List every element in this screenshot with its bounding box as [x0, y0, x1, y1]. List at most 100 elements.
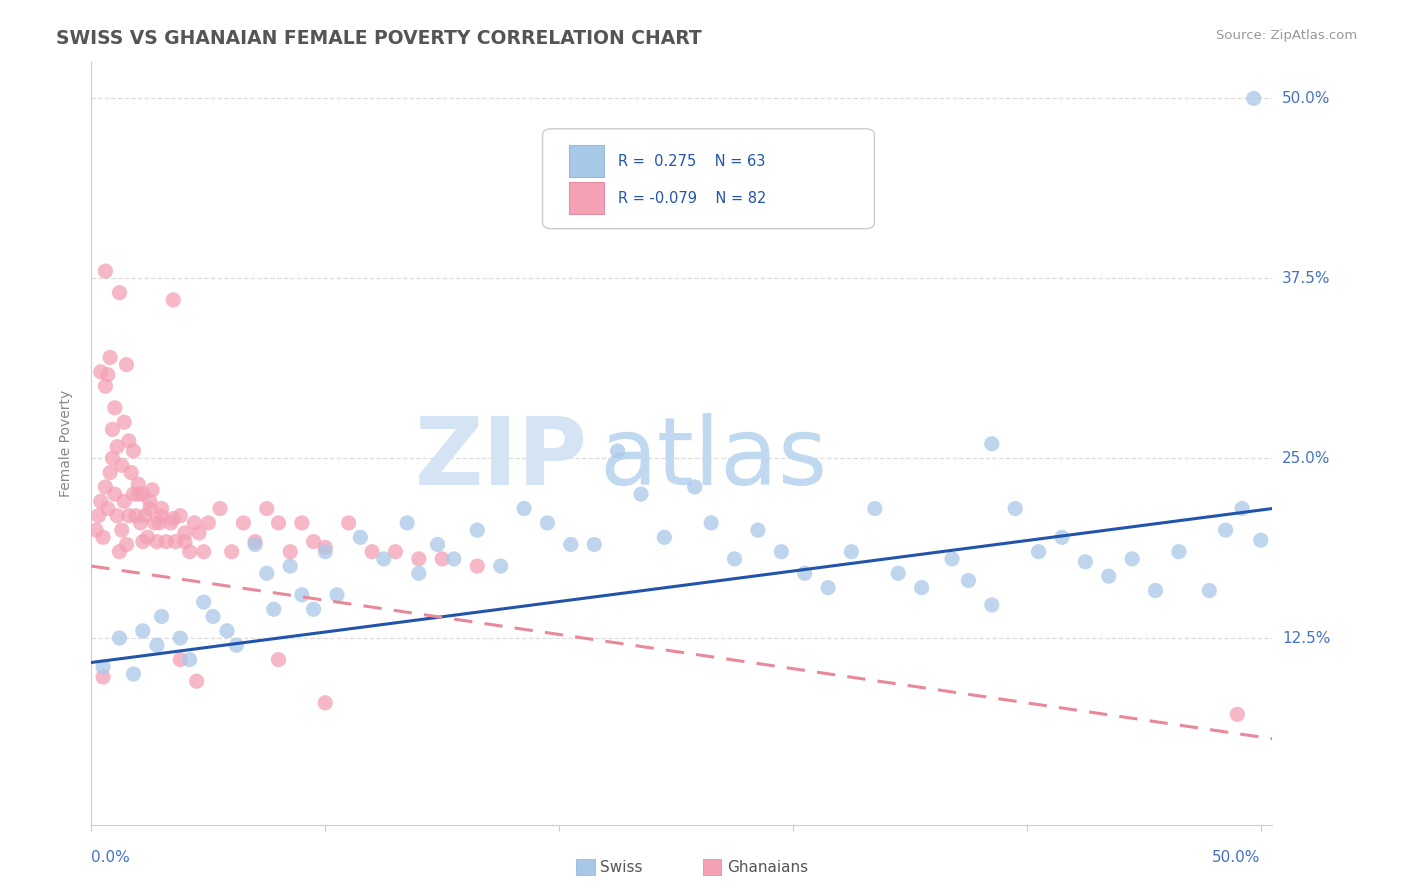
Point: [136, 530, 159, 544]
Point: [104, 401, 127, 415]
FancyBboxPatch shape: [568, 182, 605, 214]
Point: [122, 487, 145, 501]
Point: [150, 501, 173, 516]
Point: [1243, 91, 1265, 105]
Point: [723, 552, 745, 566]
Point: [263, 602, 285, 616]
Point: [169, 652, 191, 666]
Point: [197, 516, 219, 530]
Point: [174, 526, 197, 541]
Point: [111, 458, 134, 473]
Text: 12.5%: 12.5%: [1282, 631, 1330, 646]
Point: [770, 544, 793, 558]
Point: [143, 516, 166, 530]
Point: [1121, 552, 1143, 566]
Point: [150, 609, 173, 624]
Point: [606, 444, 628, 458]
Point: [91, 660, 114, 674]
Point: [98, 466, 121, 480]
Point: [267, 516, 290, 530]
Point: [426, 537, 449, 551]
Point: [841, 544, 863, 558]
Point: [179, 544, 201, 558]
Point: [536, 516, 558, 530]
Point: [232, 516, 254, 530]
Point: [155, 534, 177, 549]
Point: [1144, 583, 1167, 598]
Point: [87, 508, 110, 523]
Point: [150, 508, 173, 523]
FancyBboxPatch shape: [543, 128, 875, 228]
Point: [84, 523, 107, 537]
Point: [97, 368, 120, 382]
Point: [165, 534, 187, 549]
Point: [1167, 544, 1189, 558]
Point: [291, 588, 314, 602]
Text: 25.0%: 25.0%: [1282, 450, 1330, 466]
Point: [314, 544, 336, 558]
Point: [186, 674, 208, 689]
Point: [256, 501, 278, 516]
Point: [243, 534, 266, 549]
Point: [941, 552, 963, 566]
Point: [90, 365, 112, 379]
Point: [193, 595, 215, 609]
Point: [278, 559, 301, 574]
Text: Swiss: Swiss: [600, 860, 643, 874]
Point: [513, 501, 536, 516]
Text: atlas: atlas: [599, 413, 828, 505]
Point: [384, 544, 406, 558]
Point: [101, 451, 124, 466]
Point: [1028, 544, 1050, 558]
Point: [267, 652, 290, 666]
Text: 50.0%: 50.0%: [1282, 91, 1330, 106]
Point: [91, 530, 114, 544]
Point: [108, 285, 131, 300]
Point: [817, 581, 839, 595]
Point: [118, 434, 141, 448]
Point: [337, 516, 360, 530]
Text: R =  0.275    N = 63: R = 0.275 N = 63: [619, 153, 765, 169]
Point: [112, 494, 135, 508]
Y-axis label: Female Poverty: Female Poverty: [59, 390, 73, 498]
Point: [94, 480, 117, 494]
Point: [243, 537, 266, 551]
Point: [1198, 583, 1220, 598]
Point: [1074, 555, 1097, 569]
Point: [225, 638, 247, 652]
Point: [169, 508, 191, 523]
Point: [174, 534, 197, 549]
Point: [314, 541, 336, 555]
Point: [169, 631, 191, 645]
Text: SWISS VS GHANAIAN FEMALE POVERTY CORRELATION CHART: SWISS VS GHANAIAN FEMALE POVERTY CORRELA…: [56, 29, 702, 47]
Point: [201, 609, 224, 624]
Point: [188, 526, 211, 541]
Point: [146, 534, 169, 549]
Point: [127, 487, 149, 501]
Point: [1050, 530, 1073, 544]
Text: 37.5%: 37.5%: [1282, 271, 1330, 285]
Point: [314, 696, 336, 710]
Point: [793, 566, 815, 581]
Point: [630, 487, 652, 501]
Point: [980, 598, 1002, 612]
Point: [104, 487, 127, 501]
Point: [112, 415, 135, 429]
Point: [94, 264, 117, 278]
Point: [160, 516, 183, 530]
Point: [326, 588, 349, 602]
Text: Source: ZipAtlas.com: Source: ZipAtlas.com: [1216, 29, 1357, 42]
Point: [122, 667, 145, 681]
Point: [1230, 501, 1253, 516]
Point: [141, 483, 163, 497]
Point: [105, 440, 128, 454]
Point: [361, 544, 384, 558]
Point: [101, 422, 124, 436]
Point: [1004, 501, 1026, 516]
Point: [139, 501, 162, 516]
Text: 50.0%: 50.0%: [1212, 850, 1261, 865]
Point: [349, 530, 371, 544]
Point: [134, 508, 156, 523]
Point: [408, 566, 430, 581]
Point: [108, 544, 131, 558]
